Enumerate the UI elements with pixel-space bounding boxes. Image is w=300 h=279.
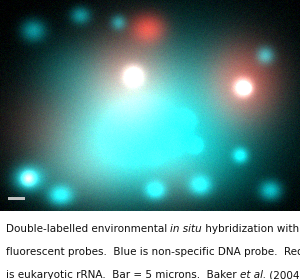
Text: is eukaryotic rRNA.  Bar = 5 microns.  Baker: is eukaryotic rRNA. Bar = 5 microns. Bak… [6,270,240,279]
Text: Double-labelled environmental: Double-labelled environmental [6,224,170,234]
Text: et al.: et al. [240,270,266,279]
Text: fluorescent probes.  Blue is non-specific DNA probe.  Red: fluorescent probes. Blue is non-specific… [6,247,300,257]
Text: hybridization with: hybridization with [202,224,299,234]
Text: in situ: in situ [170,224,202,234]
Text: (2004).: (2004). [266,270,300,279]
